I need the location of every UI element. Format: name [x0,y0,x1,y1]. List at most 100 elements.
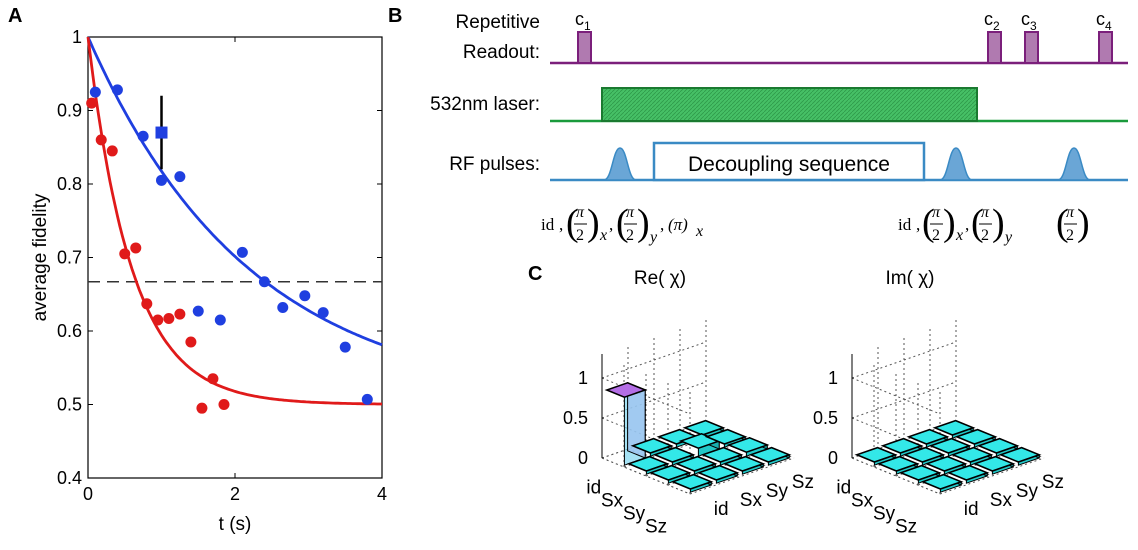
bar-top-face [932,419,976,436]
formula-mid-paren-open-1: ( [922,202,935,244]
readout-c1-label: c1 [575,9,591,33]
formula-mid: id , ( π 2 ) x , ( π 2 ) y [898,202,1013,246]
data-point-1 [119,248,131,260]
data-point-1 [86,97,98,109]
bar-top-face [722,455,766,472]
formula-right-paren-open: ( [1056,202,1069,244]
data-point-0 [299,290,311,302]
right-axis-label: Sz [1042,472,1064,493]
rf-pulse-3 [1057,147,1091,181]
chart-a: 0.4 0.5 0.6 0.7 0.8 0.9 1 0 2 4 t (s) average fidel… [30,27,387,535]
left-axis-label: Sy [623,503,646,524]
bar-top-face [652,446,696,463]
y-tick-label: 0.6 [57,321,82,341]
panel-label-c: C [528,263,542,285]
bar-top-face [670,473,714,490]
right-axis-label: id [964,499,979,520]
z-tick-label: 1 [828,368,838,388]
x-axis-label: t (s) [219,514,252,535]
formula-right: ( π 2 ) [1056,202,1090,244]
readout-pulse-c2 [987,31,1002,64]
x-tick-label: 2 [230,484,240,504]
formula-left-comma3: , [660,215,664,234]
formula-left-paren-close-2: ) [637,202,650,244]
right-axis-label: Sy [766,481,789,502]
grid-line [601,417,691,455]
fit-curve-0 [86,36,383,347]
grid-line [851,417,941,455]
decoupling-label: Decoupling sequence [688,153,890,176]
z-tick-label: 0.5 [813,408,838,428]
readout-pulse-c3 [1024,31,1039,64]
bar-top-face [854,446,898,463]
bar-top-face [924,455,968,472]
formula-left-den-1: 2 [576,227,584,244]
y-tick-label: 0.7 [57,248,82,268]
left-axis-label: Sx [851,490,874,511]
data-point-0 [214,314,226,326]
rf-row: Decoupling sequence [550,141,1128,182]
formula-mid-paren-close-1: ) [943,202,956,244]
readout-pulse-c1 [577,31,592,64]
left-axis-label: Sy [873,503,896,524]
highlight-square [155,126,168,139]
formula-left-sub-y: y [648,229,658,246]
bar-top-face [902,446,946,463]
y-tick-label: 1 [72,27,82,47]
bar-top-face [946,464,990,481]
y-tick-label: 0.8 [57,174,82,194]
right-axis-label: Sx [740,490,763,511]
data-point-0 [137,130,149,142]
formula-mid-sub-y: y [1003,229,1013,246]
left-axis-label: id [836,477,851,498]
left-axis-label: Sx [601,490,624,511]
formula-left-pi: (π) [668,215,688,234]
grid-line [851,377,941,415]
formula-left-id: id [541,215,555,234]
bar-top-face [700,446,744,463]
formula-left-paren-open-1: ( [566,202,579,244]
formula-mid-den-2: 2 [981,227,989,244]
data-point-0 [317,307,329,319]
bar-top-face [726,436,770,454]
data-point-1 [207,373,219,385]
left-axis-label: Sz [895,516,917,537]
bar-top-face [906,428,950,445]
formula-mid-den-1: 2 [932,227,940,244]
data-point-0 [258,276,270,288]
formula-left-sub-x-2: x [695,223,703,240]
im-chi-title: Im( χ) [885,268,934,289]
formula-left: id , ( π 2 ) x , ( π 2 ) y , (π) x [541,202,703,246]
data-point-0 [111,84,123,96]
data-point-1 [130,242,142,254]
bar-top-face [898,464,942,481]
grid-line [851,457,941,495]
readout-c3-label: c3 [1021,9,1037,33]
data-point-1 [95,134,107,146]
y-axis-label: average fidelity [30,193,51,321]
bar-top-face [972,455,1016,472]
rf-pulse-1 [603,147,637,181]
bar-top-face [950,446,994,463]
left-axis-label: id [586,477,601,498]
right-axis-label: Sx [990,490,1013,511]
formula-mid-num-2: π [981,204,990,221]
readout-c4-label: c4 [1096,9,1112,33]
y-tick-label: 0.9 [57,101,82,121]
bar-top-face [626,455,670,472]
rf-label: RF pulses: [449,154,540,175]
grid-line [939,457,1045,495]
y-tick-label: 0.5 [57,395,82,415]
grid-line [601,457,691,495]
laser-label: 532nm laser: [430,94,540,115]
data-point-0 [89,86,101,98]
data-point-1 [152,314,164,326]
data-point-0 [277,301,289,313]
bar-top-face [954,428,998,445]
bar-top-face [696,464,740,481]
bar-top-face [748,446,792,463]
formula-left-den-2: 2 [626,227,634,244]
data-point-1 [106,145,118,157]
bar-top-face [674,455,718,472]
